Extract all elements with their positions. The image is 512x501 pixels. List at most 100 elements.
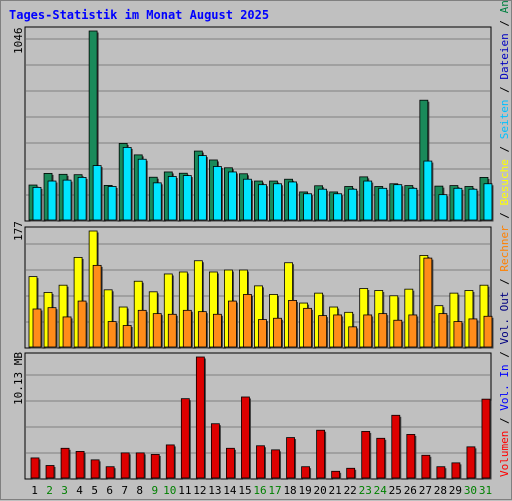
seiten-bar <box>258 184 267 221</box>
rechner-bar <box>228 300 237 348</box>
day-label: 6 <box>106 484 113 497</box>
rechner-bar <box>62 316 72 348</box>
rechner-bar <box>378 313 388 348</box>
seiten-bar <box>468 188 478 221</box>
volumen-bar <box>421 454 431 479</box>
rechner-bar <box>122 325 132 348</box>
volumen-bar <box>165 444 175 479</box>
rechner-bar <box>303 307 312 348</box>
day-label: 12 <box>193 484 206 497</box>
seiten-bar <box>92 165 102 221</box>
day-label: 23 <box>359 484 372 497</box>
volumen-bar <box>195 356 205 479</box>
seiten-bar <box>77 177 87 221</box>
legend-entry: Dateien <box>498 33 511 80</box>
rechner-bar <box>137 309 147 348</box>
seiten-bar <box>288 181 297 221</box>
rechner-bar <box>212 313 222 348</box>
seiten-bar <box>303 193 312 221</box>
volumen-bar <box>60 447 70 479</box>
day-label: 14 <box>223 484 237 497</box>
seiten-bar <box>483 183 493 221</box>
rechner-bar <box>438 313 448 348</box>
volumen-bar <box>256 445 265 479</box>
rechner-bar <box>182 309 192 348</box>
legend-separator: / <box>498 139 511 160</box>
volumen-bar <box>451 462 461 479</box>
seiten-bar <box>393 184 403 221</box>
legend-separator: / <box>498 410 511 431</box>
rechner-bar <box>197 311 207 348</box>
seiten-bar <box>197 155 207 221</box>
volumen-bar <box>210 423 220 479</box>
rechner-bar <box>348 326 358 348</box>
day-label: 28 <box>434 484 447 497</box>
volumen-bar <box>466 446 476 479</box>
rechner-bar <box>47 307 57 348</box>
legend-separator: / <box>498 205 511 226</box>
volumen-bar <box>180 398 190 479</box>
volumen-bar <box>75 451 85 479</box>
day-label: 15 <box>238 484 251 497</box>
legend-separator: / <box>498 13 511 34</box>
volumen-bar <box>316 429 326 479</box>
day-label: 27 <box>419 484 432 497</box>
seiten-bar <box>318 188 328 221</box>
volumen-bar <box>226 447 235 479</box>
rechner-bar <box>453 321 463 348</box>
rechner-bar <box>363 314 373 348</box>
seiten-bar <box>453 187 463 221</box>
volumen-bar <box>346 467 356 479</box>
legend-entry: Vol. Out <box>498 291 511 345</box>
volumen-bar <box>90 459 100 479</box>
rechner-bar <box>423 257 433 348</box>
seiten-bar <box>137 158 147 221</box>
volumen-bar <box>105 466 115 479</box>
day-label: 13 <box>208 484 221 497</box>
rechner-bar <box>288 300 297 348</box>
seiten-bar <box>122 147 132 221</box>
day-label: 18 <box>283 484 296 497</box>
legend-entry: Rechner <box>498 225 511 272</box>
seiten-bar <box>333 193 343 221</box>
seiten-bar <box>62 179 72 221</box>
day-label: 22 <box>344 484 357 497</box>
seiten-bar <box>273 183 282 221</box>
rechner-bar <box>32 308 42 348</box>
legend-separator: / <box>498 79 511 100</box>
volumen-bar <box>301 466 310 479</box>
day-label: 4 <box>76 484 83 497</box>
day-label: 19 <box>298 484 311 497</box>
rechner-bar <box>77 300 87 348</box>
day-label: 9 <box>151 484 158 497</box>
rechner-bar <box>243 294 252 348</box>
volumen-bar <box>120 452 130 479</box>
seiten-bar <box>228 171 237 221</box>
volumen-bar <box>436 466 446 479</box>
seiten-bar <box>32 186 42 221</box>
legend-entry: Anfragen <box>498 0 511 13</box>
day-label: 29 <box>449 484 462 497</box>
seiten-bar <box>378 187 388 221</box>
volumen-bar <box>135 452 145 479</box>
day-label: 20 <box>314 484 327 497</box>
day-label: 26 <box>404 484 417 497</box>
day-label: 5 <box>91 484 98 497</box>
day-label: 30 <box>464 484 477 497</box>
legend-separator: / <box>498 344 511 365</box>
legend-entry: Vol. In <box>498 364 511 411</box>
day-label: 24 <box>374 484 388 497</box>
volumen-bar <box>481 398 491 479</box>
volumen-bar <box>331 470 341 479</box>
legend-entry: Volumen <box>498 430 511 477</box>
seiten-bar <box>348 188 358 221</box>
volumen-bar <box>30 457 40 479</box>
rechner-bar <box>167 313 177 348</box>
volumen-bar <box>376 437 386 479</box>
day-label: 7 <box>121 484 128 497</box>
day-label: 17 <box>268 484 281 497</box>
day-label: 3 <box>61 484 68 497</box>
rechner-bar <box>333 314 343 348</box>
